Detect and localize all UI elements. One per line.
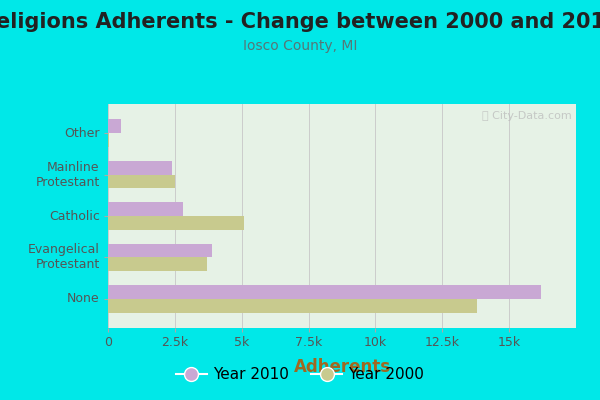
Bar <box>108 299 477 313</box>
Text: Religions Adherents - Change between 2000 and 2010: Religions Adherents - Change between 200… <box>0 12 600 32</box>
X-axis label: Adherents: Adherents <box>293 358 391 376</box>
Bar <box>108 244 212 258</box>
Bar <box>108 119 121 133</box>
Legend: Year 2010, Year 2000: Year 2010, Year 2000 <box>170 361 430 388</box>
Bar <box>108 133 109 147</box>
Bar <box>108 174 175 188</box>
Bar <box>108 285 541 299</box>
Bar <box>108 258 207 271</box>
Text: ⓘ City-Data.com: ⓘ City-Data.com <box>482 111 571 121</box>
Bar <box>108 161 172 174</box>
Bar <box>108 216 244 230</box>
Text: Iosco County, MI: Iosco County, MI <box>243 39 357 53</box>
Bar <box>108 202 183 216</box>
